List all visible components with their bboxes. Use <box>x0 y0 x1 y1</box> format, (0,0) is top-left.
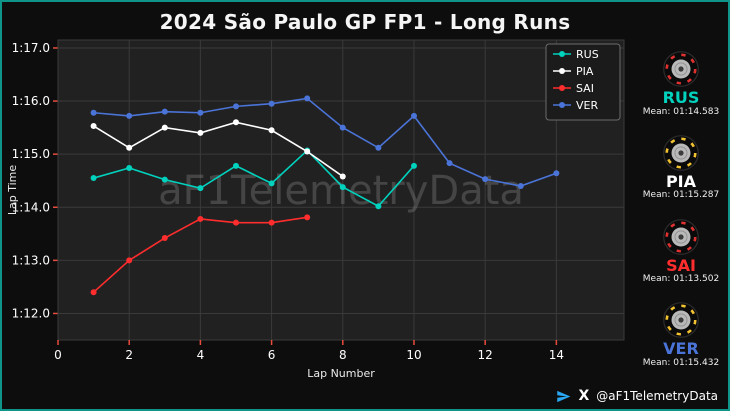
x-tick-label: 14 <box>549 348 564 362</box>
data-point <box>161 176 168 183</box>
series-line-pia <box>93 121 344 178</box>
driver-card-pia: PIA Mean: 01:15.287 <box>643 134 719 201</box>
driver-mean: Mean: 01:15.432 <box>642 357 720 368</box>
data-point <box>553 170 560 177</box>
y-tick-label: 1:16.0 <box>12 94 50 108</box>
data-point <box>268 100 275 107</box>
page-title: 2024 São Paulo GP FP1 - Long Runs <box>159 10 571 34</box>
driver-name: RUS <box>662 88 700 108</box>
tire-icon <box>663 218 699 255</box>
y-tick-label: 1:14.0 <box>12 200 50 214</box>
data-point <box>410 112 417 119</box>
x-axis-label: Lap Number <box>307 367 375 380</box>
data-point <box>197 109 204 116</box>
chart-area: 1:12.0 1:13.0 1:14.0 1:15.0 1:16.0 1:17.0 0 2 4 6… <box>2 32 634 409</box>
data-point <box>90 175 97 182</box>
data-point <box>375 144 382 151</box>
data-point <box>90 289 97 296</box>
driver-mean: Mean: 01:13.502 <box>642 274 720 285</box>
data-point <box>197 129 204 136</box>
driver-card-sai: SAI Mean: 01:13.502 <box>643 218 719 285</box>
data-point <box>268 219 275 226</box>
tire-icon <box>663 134 699 171</box>
data-point <box>126 164 133 171</box>
data-point <box>304 148 311 155</box>
data-point <box>197 215 204 222</box>
data-point <box>126 112 133 119</box>
x-tick-label: 2 <box>125 348 133 362</box>
data-point <box>90 109 97 116</box>
data-point <box>375 203 382 210</box>
data-point <box>339 124 346 131</box>
account-handle: @aF1TelemetryData <box>596 389 718 403</box>
data-point <box>446 160 453 167</box>
tire-icon <box>663 302 699 339</box>
legend-marker <box>559 68 565 74</box>
y-axis-label: Lap Time <box>6 165 19 216</box>
data-point <box>161 235 168 242</box>
data-point <box>126 257 133 264</box>
data-point <box>90 123 97 130</box>
data-point <box>304 214 311 221</box>
series-line-ver <box>93 97 557 187</box>
x-tick-label: 12 <box>478 348 493 362</box>
legend-label: PIA <box>576 65 594 78</box>
data-point <box>339 173 346 180</box>
legend-label: SAI <box>576 82 594 95</box>
driver-name: VER <box>663 339 699 359</box>
legend-box <box>545 43 621 121</box>
x-tick-label: 4 <box>197 348 205 362</box>
data-point <box>232 103 239 110</box>
data-point <box>304 95 311 102</box>
plot-background <box>57 39 625 341</box>
y-tick-label: 1:12.0 <box>12 306 50 320</box>
x-tick-label: 10 <box>406 348 421 362</box>
y-tick-label: 1:17.0 <box>12 41 50 55</box>
driver-name: SAI <box>666 255 696 275</box>
driver-mean: Mean: 01:15.287 <box>642 190 720 201</box>
main-content: 1:12.0 1:13.0 1:14.0 1:15.0 1:16.0 1:17.0 0 2 4 6… <box>2 32 728 409</box>
legend-label: VER <box>576 99 598 112</box>
data-point <box>161 124 168 131</box>
data-point <box>197 185 204 192</box>
driver-mean: Mean: 01:14.583 <box>642 106 720 117</box>
tire-icon <box>663 51 699 88</box>
y-tick-label: 1:13.0 <box>12 253 50 267</box>
legend-marker <box>559 85 565 91</box>
x-logo: X <box>578 388 590 404</box>
driver-card-ver: VER Mean: 01:15.432 <box>643 301 719 368</box>
data-point <box>268 127 275 134</box>
data-point <box>232 219 239 226</box>
credit-footer: X @aF1TelemetryData <box>556 388 718 404</box>
data-point <box>232 162 239 169</box>
y-tick-label: 1:15.0 <box>12 147 50 161</box>
driver-card-rus: RUS Mean: 01:14.583 <box>643 50 719 117</box>
data-point <box>482 176 489 183</box>
legend-marker <box>559 102 565 108</box>
driver-summary-sidebar: RUS Mean: 01:14.583 PIA Mean: 01:15.287 <box>634 32 728 409</box>
data-point <box>339 184 346 191</box>
x-tick-label: 6 <box>268 348 276 362</box>
data-point <box>126 144 133 151</box>
data-point <box>268 180 275 187</box>
driver-name: PIA <box>665 171 697 191</box>
data-point <box>232 119 239 126</box>
data-point <box>517 183 524 190</box>
data-point <box>410 162 417 169</box>
lap-times-chart: 1:12.0 1:13.0 1:14.0 1:15.0 1:16.0 1:17.0 0 2 4 6… <box>6 39 625 380</box>
x-tick-label: 0 <box>54 348 62 362</box>
data-point <box>161 108 168 115</box>
x-tick-label: 8 <box>339 348 347 362</box>
series-line-rus <box>93 149 415 208</box>
legend-label: RUS <box>576 48 599 61</box>
legend-marker <box>559 51 565 57</box>
send-icon <box>557 390 571 402</box>
